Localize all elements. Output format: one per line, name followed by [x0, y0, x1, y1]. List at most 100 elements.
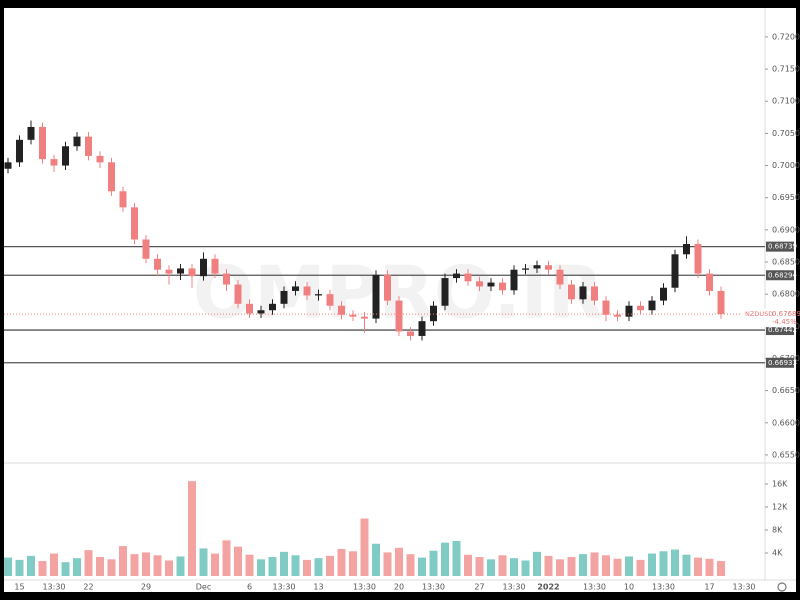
candle-body — [694, 244, 702, 274]
volume-bar — [636, 559, 645, 576]
candle-body — [637, 305, 644, 311]
candle-body — [568, 284, 575, 300]
volume-bar — [188, 481, 196, 576]
level-tag — [766, 357, 794, 368]
volume-bar — [38, 561, 47, 576]
volume-bar — [349, 551, 357, 576]
candle-body — [464, 273, 472, 282]
volume-bar — [429, 550, 438, 576]
x-tick-label: 13:30 — [583, 583, 606, 592]
candle-body — [73, 136, 81, 147]
level-label: 0.67442 — [768, 326, 797, 334]
candle-body — [395, 300, 403, 332]
x-tick-label: 17 — [704, 583, 714, 592]
volume-bar — [383, 552, 392, 576]
candle-body — [372, 274, 380, 319]
symbol-label: NZDUSD — [745, 310, 773, 318]
candle-body — [39, 126, 46, 160]
last-price-label: 0.67689 — [772, 310, 800, 318]
candle-body — [476, 281, 483, 287]
candle-body — [683, 244, 690, 255]
candle-body — [361, 316, 368, 319]
candle-body — [211, 258, 219, 274]
candle-body — [522, 268, 529, 270]
y2-tick-label: 16K — [772, 479, 788, 488]
volume-bar — [280, 551, 288, 576]
candle-body — [292, 286, 299, 291]
candle-body — [177, 268, 184, 274]
volume-bar — [84, 550, 93, 576]
volume-bar — [406, 554, 415, 576]
candle-body — [280, 290, 288, 304]
x-tick-label: 13:30 — [353, 583, 376, 592]
x-tick-label: 13 — [313, 583, 323, 592]
volume-bar — [107, 559, 116, 576]
volume-bar — [73, 558, 81, 576]
candle-body — [545, 265, 552, 270]
volume-bar — [441, 542, 449, 576]
candle-body — [27, 126, 35, 140]
volume-bar — [257, 559, 265, 576]
volume-bar — [153, 555, 162, 576]
volume-bar — [142, 552, 150, 576]
candle-body — [349, 314, 357, 317]
volume-bar — [130, 554, 139, 576]
volume-bar — [291, 555, 300, 576]
candle-body — [579, 286, 587, 300]
settings-icon[interactable] — [777, 582, 787, 592]
candle-body — [234, 284, 242, 304]
candle-body — [625, 305, 633, 317]
volume-bar — [694, 557, 702, 576]
candle-body — [510, 269, 518, 291]
volume-bar — [199, 548, 208, 576]
candle-body — [648, 300, 656, 311]
volume-bar — [96, 557, 104, 576]
volume-bar — [498, 555, 507, 576]
volume-bar — [337, 548, 346, 576]
candle-body — [154, 258, 161, 270]
candle-body — [660, 287, 667, 301]
candle-body — [119, 191, 127, 208]
x-tick-label: Dec — [196, 583, 211, 592]
candle-body — [487, 282, 495, 287]
candle-body — [602, 300, 610, 315]
candle-body — [556, 269, 564, 285]
candle-body — [430, 305, 437, 322]
volume-bar — [245, 554, 254, 576]
change-label: -4.45% — [772, 318, 797, 326]
level-label: 0.68294 — [768, 271, 797, 279]
candle-body — [269, 303, 276, 311]
candle-body — [16, 139, 23, 163]
volume-bar — [211, 553, 219, 576]
candle-body — [614, 314, 621, 317]
volume-bar — [222, 540, 231, 576]
candle-body — [257, 310, 265, 314]
x-tick-label: 20 — [394, 583, 404, 592]
volume-bar — [602, 555, 610, 576]
volume-bar — [27, 555, 35, 576]
volume-bar — [119, 546, 127, 576]
level-tag — [766, 270, 794, 281]
volume-bar — [165, 560, 173, 576]
candle-body — [246, 303, 253, 314]
candle-body — [384, 274, 391, 301]
candle-body — [96, 155, 104, 163]
volume-bar — [579, 554, 587, 576]
candle-body — [200, 258, 207, 277]
x-tick-label: 13:30 — [732, 583, 755, 592]
level-tag — [766, 241, 794, 252]
volume-bar — [705, 558, 714, 576]
candle-body — [223, 273, 230, 285]
volume-bar — [613, 558, 622, 576]
candle-body — [671, 254, 679, 288]
volume-bar — [395, 547, 403, 576]
candle-body — [338, 305, 345, 315]
